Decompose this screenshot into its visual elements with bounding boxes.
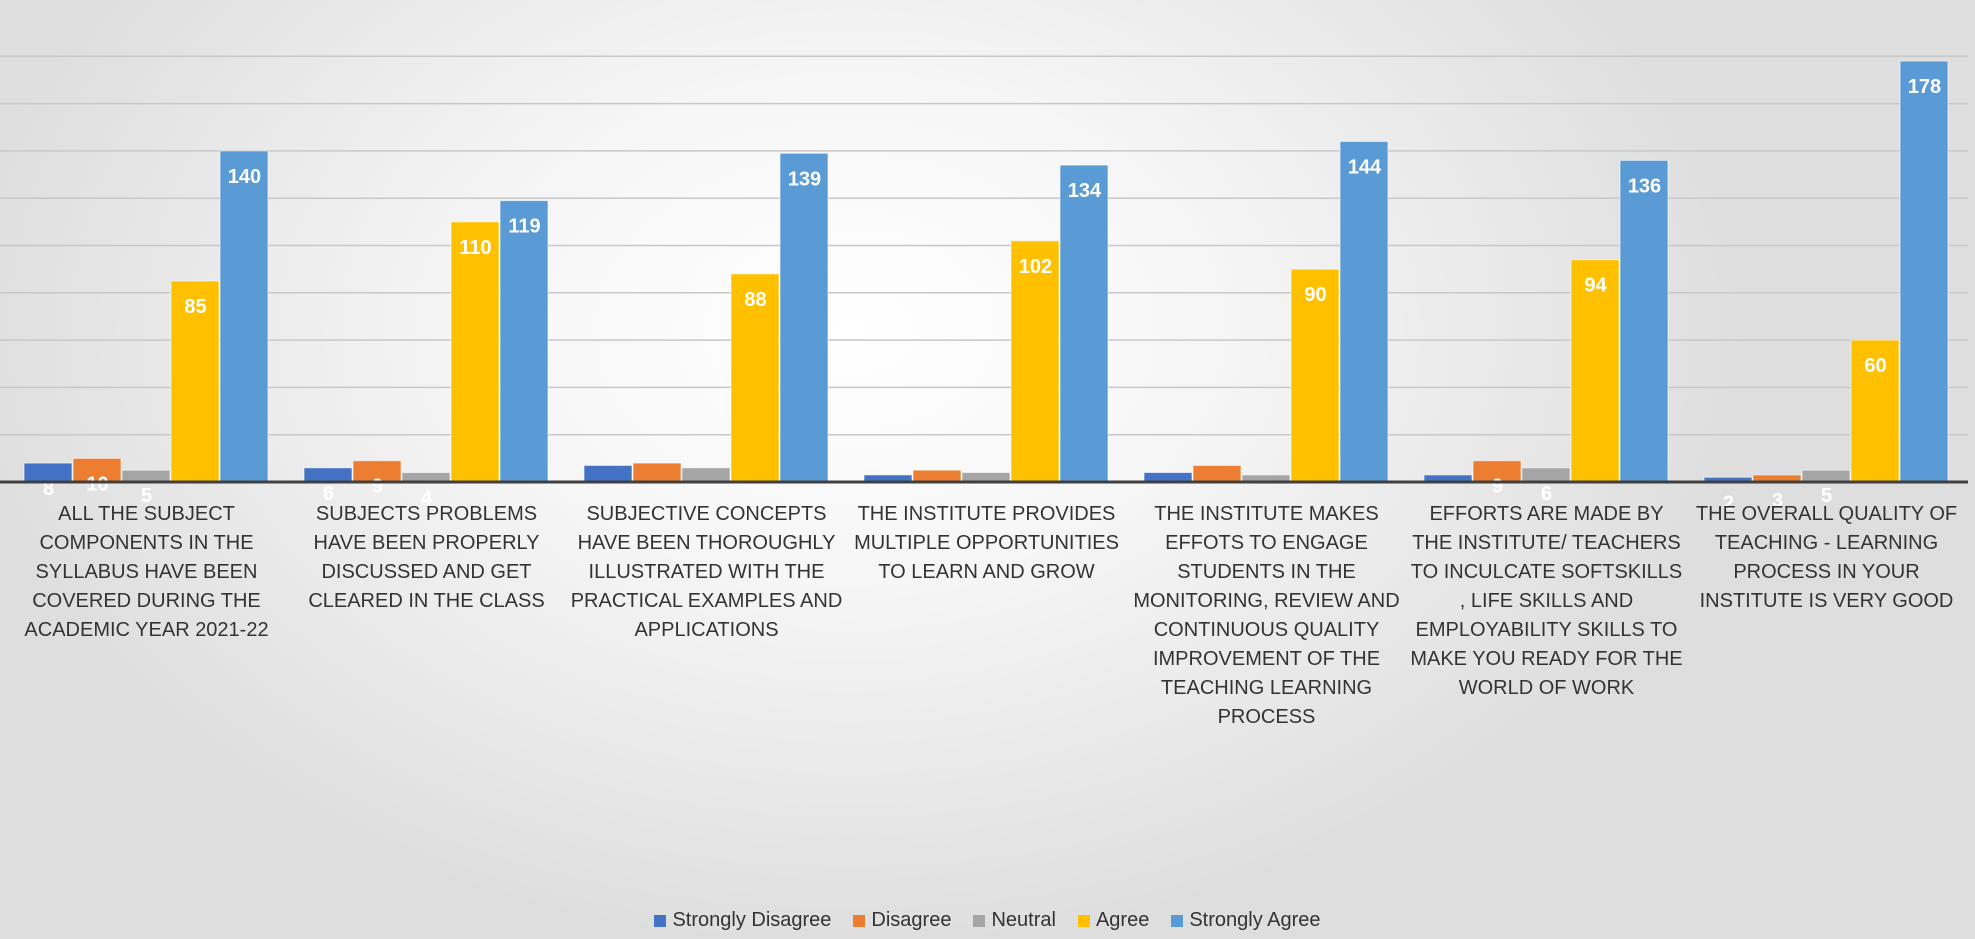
- bar: [1059, 164, 1109, 483]
- data-label: 9: [372, 476, 383, 498]
- bar: [681, 467, 731, 483]
- data-label: 144: [1348, 156, 1382, 178]
- data-label: 139: [788, 168, 821, 190]
- legend-swatch: [654, 914, 667, 927]
- bar: [1290, 268, 1340, 483]
- gridlines: [0, 55, 1968, 436]
- data-label: 94: [1584, 275, 1607, 297]
- legend-label: Neutral: [991, 909, 1056, 931]
- legend-swatch: [1077, 914, 1090, 927]
- data-label: 5: [141, 485, 152, 507]
- category-label: ALL THE SUBJECT COMPONENTS IN THE SYLLAB…: [24, 503, 269, 641]
- bar-marks: [23, 60, 1949, 483]
- bar: [170, 280, 220, 483]
- data-label: 102: [1019, 256, 1052, 278]
- bar: [219, 150, 269, 483]
- legend-swatch: [853, 914, 866, 927]
- legend-label: Strongly Disagree: [672, 909, 832, 931]
- data-label: 5: [1821, 485, 1832, 507]
- legend-swatch: [1171, 914, 1184, 927]
- bar: [1570, 259, 1620, 483]
- bar: [1899, 60, 1949, 483]
- legend-item: Agree: [1077, 909, 1150, 932]
- legend-label: Strongly Agree: [1189, 909, 1321, 931]
- legend-item: Neutral: [973, 909, 1056, 932]
- data-label: 9: [1492, 476, 1503, 498]
- bar: [583, 464, 633, 483]
- category-label: THE OVERALL QUALITY OF TEACHING - LEARNI…: [1695, 503, 1958, 612]
- data-label: 90: [1304, 284, 1326, 306]
- bar: [912, 469, 962, 483]
- bar: [303, 467, 353, 483]
- data-label: 178: [1908, 76, 1941, 98]
- data-label: 2: [1723, 492, 1734, 514]
- bar: [1192, 464, 1242, 483]
- bar: [121, 469, 171, 483]
- bar: [450, 221, 500, 483]
- data-label: 6: [323, 483, 334, 505]
- data-label: 10: [86, 473, 108, 495]
- legend-item: Disagree: [853, 909, 951, 932]
- data-label: 88: [744, 289, 766, 311]
- data-label: 85: [184, 296, 206, 318]
- legend-item: Strongly Agree: [1171, 909, 1321, 932]
- data-label: 134: [1068, 180, 1102, 202]
- legend-label: Disagree: [871, 909, 952, 931]
- category-label: SUBJECTIVE CONCEPTS HAVE BEEN THOROUGHLY…: [570, 503, 843, 641]
- legend-swatch: [973, 914, 986, 927]
- bar: [1339, 140, 1389, 483]
- category-label: SUBJECTS PROBLEMS HAVE BEEN PROPERLY DIS…: [308, 503, 545, 612]
- data-label: 4: [421, 488, 433, 510]
- category-label: EFFORTS ARE MADE BY THE INSTITUTE/ TEACH…: [1410, 503, 1683, 699]
- bar: [779, 152, 829, 483]
- data-label: 3: [1772, 490, 1783, 512]
- legend-item: Strongly Disagree: [654, 909, 831, 932]
- category-label: THE INSTITUTE PROVIDES MULTIPLE OPPORTUN…: [854, 503, 1119, 583]
- legend-label: Agree: [1095, 909, 1150, 931]
- data-label: 110: [459, 237, 491, 259]
- bar: [1801, 469, 1851, 483]
- data-label: 140: [228, 166, 261, 188]
- bar: [1521, 467, 1571, 483]
- data-label: 8: [43, 478, 54, 500]
- data-label: 6: [1541, 483, 1552, 505]
- bar: [499, 200, 549, 483]
- bar: [1010, 240, 1060, 483]
- bar: [730, 273, 780, 483]
- data-label: 136: [1628, 175, 1661, 197]
- legend: Strongly Disagree Disagree Neutral Agree…: [0, 909, 1975, 932]
- data-label: 119: [508, 216, 540, 238]
- category-label: THE INSTITUTE MAKES EFFOTS TO ENGAGE STU…: [1133, 503, 1400, 728]
- data-label: 60: [1864, 355, 1886, 377]
- bar: [632, 462, 682, 483]
- bar: [1619, 159, 1669, 483]
